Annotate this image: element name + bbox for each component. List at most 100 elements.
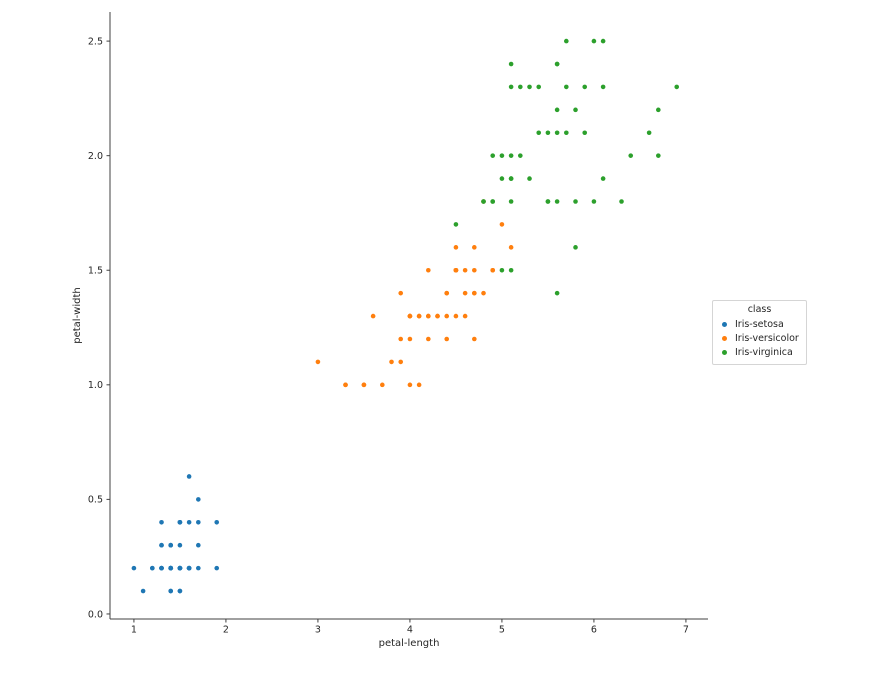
data-point-iris-virginica xyxy=(536,130,542,136)
data-point-iris-versicolor xyxy=(453,313,459,319)
data-point-iris-setosa xyxy=(168,542,174,548)
x-tick-label: 3 xyxy=(315,625,321,636)
data-point-iris-virginica xyxy=(499,176,505,181)
data-point-iris-versicolor xyxy=(315,359,321,365)
x-tick-label: 1 xyxy=(131,625,137,636)
legend-label-iris-versicolor: Iris-versicolor xyxy=(735,332,799,344)
data-point-iris-setosa xyxy=(186,565,192,571)
data-point-iris-setosa xyxy=(140,588,146,594)
data-point-iris-setosa xyxy=(186,474,192,479)
data-point-iris-setosa xyxy=(177,565,183,571)
data-point-iris-setosa xyxy=(159,565,164,571)
data-point-iris-virginica xyxy=(619,199,624,204)
legend-item-iris-setosa: Iris-setosa xyxy=(717,317,802,331)
data-point-iris-versicolor xyxy=(453,267,459,273)
data-point-iris-virginica xyxy=(499,267,505,273)
data-point-iris-virginica xyxy=(573,107,578,113)
data-point-iris-virginica xyxy=(600,176,606,181)
data-point-iris-versicolor xyxy=(426,313,431,319)
data-point-iris-setosa xyxy=(177,588,183,594)
data-point-iris-virginica xyxy=(508,176,514,181)
y-tick-label: 0.0 xyxy=(88,609,103,620)
data-point-iris-versicolor xyxy=(462,290,468,296)
x-tick-label: 5 xyxy=(499,625,505,636)
data-point-iris-virginica xyxy=(628,153,634,158)
data-point-iris-virginica xyxy=(490,199,496,204)
legend-item-iris-virginica: Iris-virginica xyxy=(717,345,802,359)
data-point-iris-virginica xyxy=(508,84,514,90)
data-point-iris-virginica xyxy=(518,84,523,90)
data-point-iris-versicolor xyxy=(426,336,431,342)
data-point-iris-setosa xyxy=(168,588,174,594)
data-point-iris-virginica xyxy=(554,61,560,67)
y-axis-title: petal-width xyxy=(72,287,83,344)
data-point-iris-setosa xyxy=(196,497,201,502)
data-point-iris-virginica xyxy=(545,130,551,136)
data-point-iris-virginica xyxy=(508,199,514,204)
data-point-iris-versicolor xyxy=(407,336,413,342)
data-point-iris-setosa xyxy=(159,542,164,548)
virginica-marker-icon xyxy=(722,349,727,355)
data-point-iris-versicolor xyxy=(407,382,413,388)
data-point-iris-setosa xyxy=(214,565,220,571)
data-point-iris-versicolor xyxy=(490,267,496,273)
data-point-iris-virginica xyxy=(591,38,597,44)
data-point-iris-setosa xyxy=(177,520,183,525)
x-tick-label: 2 xyxy=(223,625,229,636)
data-point-iris-virginica xyxy=(600,84,606,90)
legend-label-iris-virginica: Iris-virginica xyxy=(735,346,793,358)
data-point-iris-versicolor xyxy=(499,222,505,227)
x-tick-label: 4 xyxy=(407,625,413,636)
data-point-iris-versicolor xyxy=(472,336,477,342)
legend-item-iris-versicolor: Iris-versicolor xyxy=(717,331,802,345)
data-point-iris-versicolor xyxy=(407,313,413,319)
data-point-iris-versicolor xyxy=(462,267,468,273)
data-point-iris-versicolor xyxy=(472,267,477,273)
data-point-iris-virginica xyxy=(536,84,542,90)
data-point-iris-virginica xyxy=(499,153,505,158)
data-point-iris-versicolor xyxy=(444,290,450,296)
data-point-iris-versicolor xyxy=(444,313,450,319)
data-point-iris-virginica xyxy=(554,107,560,113)
x-axis-title: petal-length xyxy=(379,638,440,649)
data-point-iris-versicolor xyxy=(361,382,367,388)
data-point-iris-versicolor xyxy=(508,245,514,250)
data-point-iris-versicolor xyxy=(472,290,477,296)
data-point-iris-virginica xyxy=(674,84,680,90)
data-point-iris-virginica xyxy=(554,199,560,204)
data-point-iris-setosa xyxy=(150,565,155,571)
data-point-iris-virginica xyxy=(453,222,459,227)
y-tick-label: 1.0 xyxy=(88,380,103,391)
data-point-iris-virginica xyxy=(573,245,578,250)
data-point-iris-virginica xyxy=(554,130,560,136)
data-point-iris-versicolor xyxy=(481,290,486,296)
data-point-iris-versicolor xyxy=(380,382,385,388)
y-tick-label: 2.5 xyxy=(88,36,103,47)
data-point-iris-setosa xyxy=(196,565,201,571)
data-point-iris-virginica xyxy=(527,176,532,181)
data-point-iris-virginica xyxy=(545,199,551,204)
data-point-iris-setosa xyxy=(168,565,174,571)
data-point-iris-virginica xyxy=(490,153,496,158)
data-point-iris-virginica xyxy=(656,153,661,158)
data-point-iris-versicolor xyxy=(472,245,477,250)
data-point-iris-virginica xyxy=(582,84,588,90)
setosa-marker-icon xyxy=(722,321,727,327)
data-point-iris-versicolor xyxy=(416,382,422,388)
data-point-iris-setosa xyxy=(131,565,137,571)
data-point-iris-virginica xyxy=(656,107,661,113)
data-point-iris-versicolor xyxy=(370,313,376,319)
data-point-iris-virginica xyxy=(554,290,560,296)
versicolor-marker-icon xyxy=(722,335,727,341)
data-point-iris-virginica xyxy=(564,84,569,90)
data-point-iris-versicolor xyxy=(453,245,459,250)
data-point-iris-virginica xyxy=(600,38,606,44)
data-point-iris-setosa xyxy=(196,542,201,548)
data-point-iris-versicolor xyxy=(416,313,422,319)
data-point-iris-versicolor xyxy=(389,359,394,365)
y-tick-label: 0.5 xyxy=(88,495,103,506)
data-point-iris-versicolor xyxy=(426,267,431,273)
data-point-iris-setosa xyxy=(186,520,192,525)
